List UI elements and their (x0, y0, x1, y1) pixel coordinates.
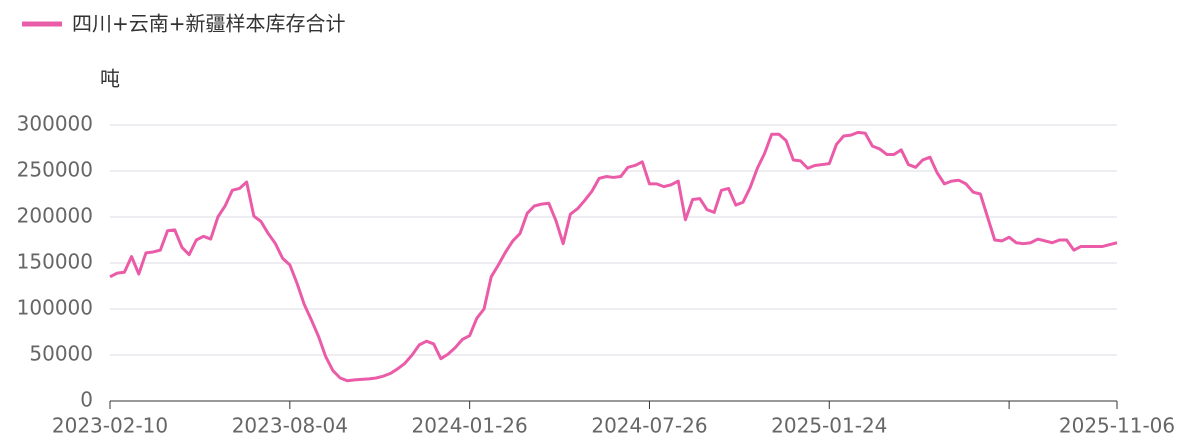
y-tick-label: 50000 (29, 342, 93, 366)
y-axis-label: 吨 (100, 67, 120, 91)
x-tick-label: 2025-01-24 (771, 414, 887, 438)
x-tick-label: 2024-07-26 (591, 414, 707, 438)
y-tick-label: 100000 (17, 296, 93, 320)
y-tick-label: 200000 (17, 204, 93, 228)
y-tick-label: 150000 (17, 250, 93, 274)
y-tick-label: 300000 (17, 112, 93, 136)
x-tick-label: 2025-11-06 (1059, 414, 1175, 438)
y-tick-label: 0 (80, 388, 93, 412)
x-tick-label: 2023-02-10 (52, 414, 168, 438)
legend-label: 四川+云南+新疆样本库存合计 (72, 12, 346, 36)
y-tick-label: 250000 (17, 158, 93, 182)
x-tick-label: 2023-08-04 (232, 414, 348, 438)
series-line (109, 130, 1118, 383)
x-tick-label: 2024-01-26 (412, 414, 528, 438)
